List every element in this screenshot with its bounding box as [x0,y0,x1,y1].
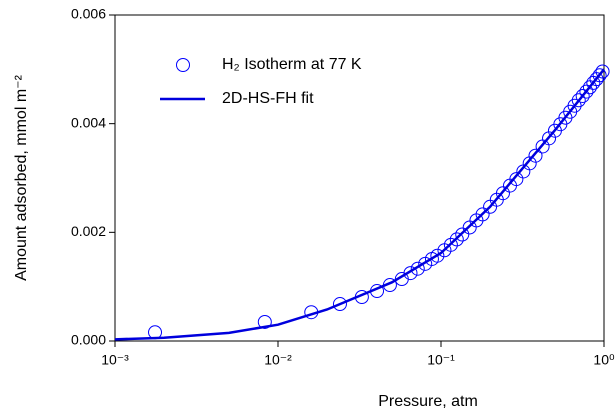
legend-label: H₂ Isotherm at 77 K [222,56,362,73]
data-point [410,261,425,276]
x-tick-label: 10⁰ [593,352,615,368]
data-point [571,93,586,108]
y-tick-label: 0.006 [71,6,106,22]
data-point [592,68,607,83]
data-point [567,98,582,113]
x-axis-label: Pressure, atm [378,393,478,410]
x-tick-label: 10⁻³ [101,352,129,368]
y-tick-label: 0.004 [71,114,106,130]
data-point [475,207,490,222]
data-point [403,266,418,281]
data-point [455,227,470,242]
data-point [595,64,610,79]
data-point [257,314,272,329]
data-point [528,148,543,163]
data-point [430,248,445,263]
data-point [495,186,510,201]
y-tick-label: 0.002 [71,223,106,239]
data-point [449,232,464,247]
y-axis-label: Amount adsorbed, mmol m⁻² [13,74,30,281]
data-point [579,84,594,99]
data-point [443,237,458,252]
data-point [542,131,557,146]
legend-label: 2D-HS-FH fit [222,90,314,107]
y-tick-label: 0.000 [71,332,106,348]
plot-frame [114,14,605,342]
x-tick-label: 10⁻² [264,352,292,368]
data-point [509,172,524,187]
fit-line [114,68,605,341]
data-point [575,88,590,103]
legend-symbol [176,58,190,72]
data-point [332,297,347,312]
x-tick-label: 10⁻¹ [427,352,455,368]
data-point [522,156,537,171]
